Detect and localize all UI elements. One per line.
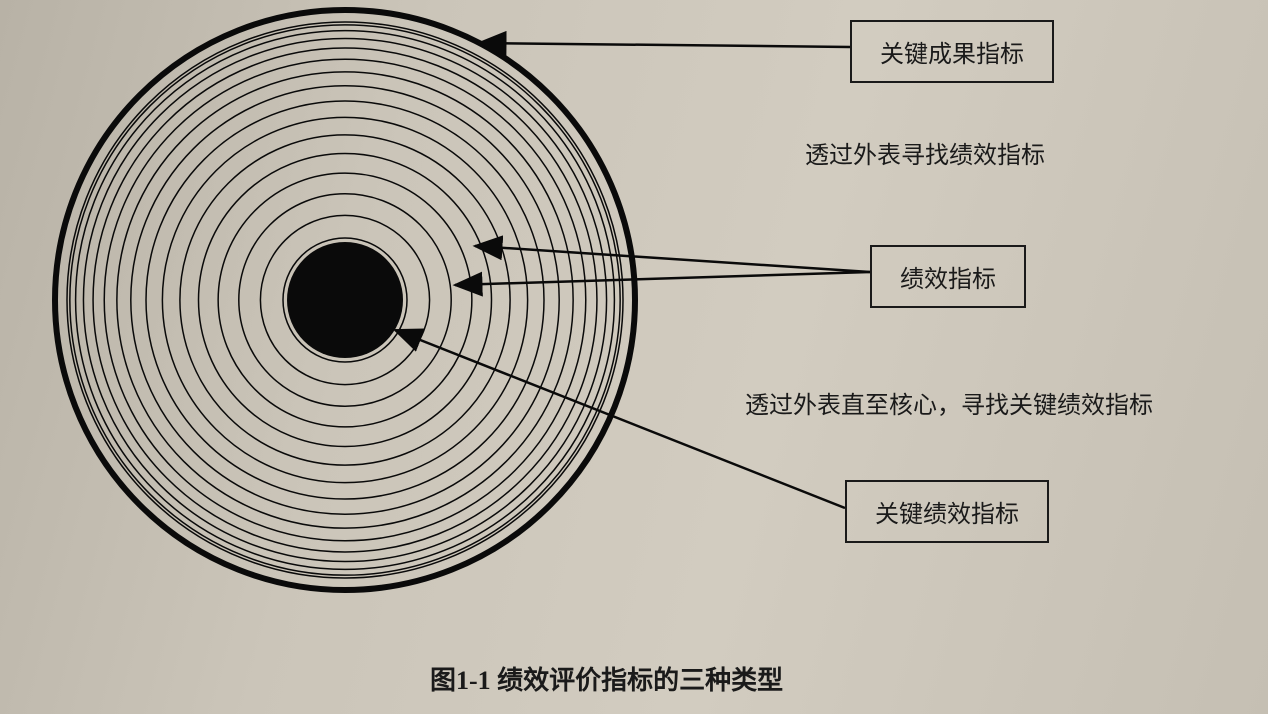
annotation-core: 透过外表直至核心，寻找关键绩效指标 [745, 385, 1153, 420]
label-text: 关键成果指标 [880, 42, 1024, 68]
label-text: 关键绩效指标 [875, 502, 1019, 528]
label-text: 绩效指标 [900, 267, 996, 293]
label-performance-indicator: 绩效指标 [870, 245, 1026, 308]
concentric-circles [0, 0, 1268, 714]
diagram-root: 关键成果指标 透过外表寻找绩效指标 绩效指标 透过外表直至核心，寻找关键绩效指标… [0, 0, 1268, 714]
caption-text: 图1-1 绩效评价指标的三种类型 [430, 666, 783, 695]
label-key-result-indicator: 关键成果指标 [850, 20, 1054, 83]
figure-caption: 图1-1 绩效评价指标的三种类型 [430, 660, 783, 697]
annotation-text: 透过外表寻找绩效指标 [805, 143, 1045, 169]
label-key-performance-indicator: 关键绩效指标 [845, 480, 1049, 543]
annotation-text: 透过外表直至核心，寻找关键绩效指标 [745, 393, 1153, 419]
annotation-middle: 透过外表寻找绩效指标 [805, 135, 1045, 170]
